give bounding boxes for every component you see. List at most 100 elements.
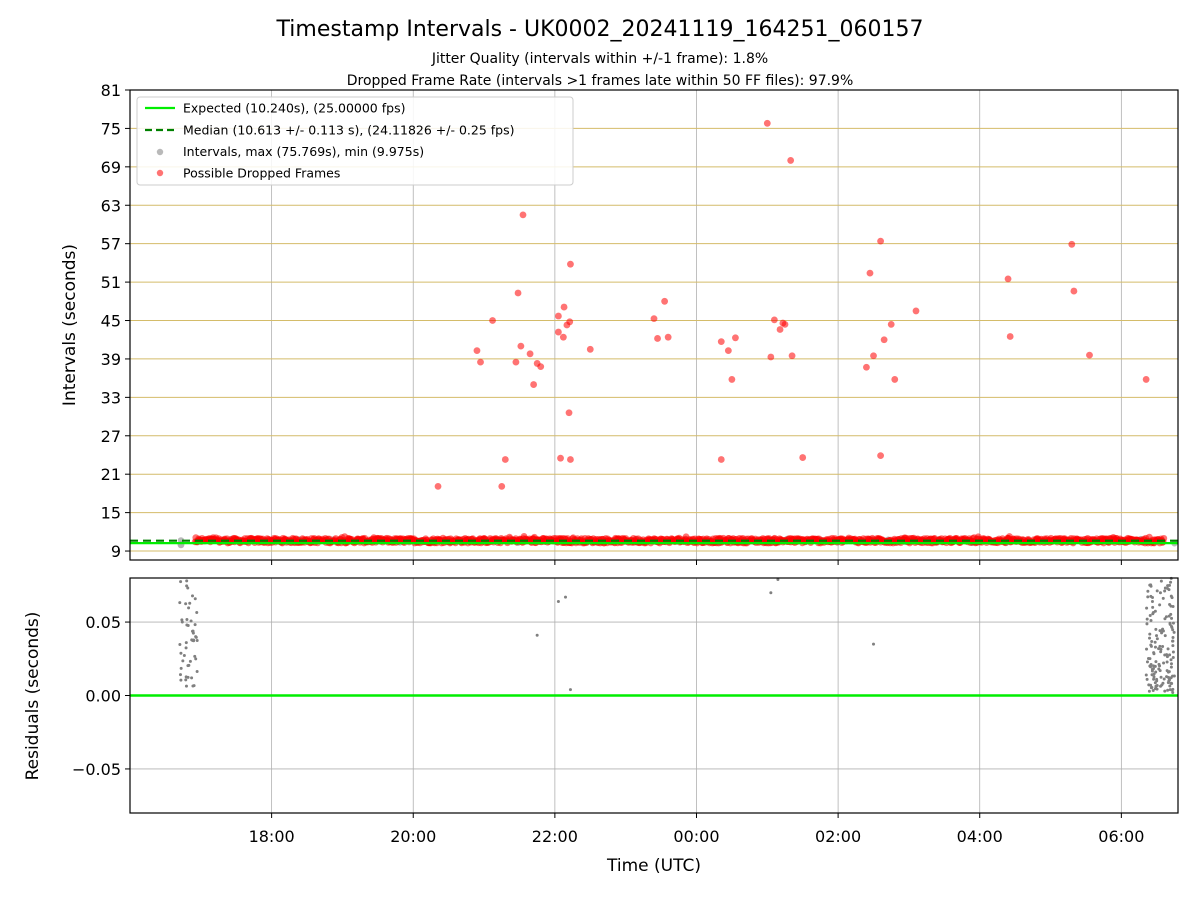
residual-point — [1159, 647, 1163, 651]
residual-point — [1161, 596, 1165, 600]
dropped-frame-point — [717, 338, 725, 346]
dropped-frame-point — [788, 352, 796, 360]
residual-point — [1161, 644, 1165, 648]
residual-point — [178, 673, 182, 677]
bottom-ytick-label-0: 0.00 — [85, 687, 121, 706]
residual-point — [1149, 686, 1153, 690]
residual-point — [194, 657, 198, 661]
dropped-frame-point — [732, 334, 739, 342]
residual-point — [1145, 617, 1149, 621]
dropped-frame-point — [912, 307, 920, 315]
dropped-frame-point — [724, 347, 732, 355]
residual-point — [187, 663, 191, 667]
legend-box — [136, 96, 574, 186]
residual-point — [1168, 621, 1172, 625]
top-panel-ylabel: Intervals (seconds) — [60, 244, 80, 406]
residual-point — [1152, 651, 1156, 655]
residual-point — [1155, 589, 1159, 593]
dropped-frame-point — [555, 312, 562, 320]
top-panel-y-ticks: 9 15 21 27 33 39 45 51 57 63 69 75 81 — [101, 81, 130, 561]
residual-point — [1168, 583, 1172, 587]
residual-point — [1157, 647, 1161, 651]
residual-point — [1167, 588, 1171, 592]
residual-point — [189, 619, 193, 623]
residual-point — [1171, 621, 1175, 625]
residual-point — [1169, 658, 1173, 662]
dropped-frame-point — [555, 328, 562, 336]
residual-point — [1157, 662, 1161, 666]
residual-point — [1171, 639, 1175, 643]
dropped-frame-point — [863, 363, 870, 371]
residual-point — [556, 600, 560, 603]
residual-point — [1152, 677, 1156, 681]
legend-entry-expected: Expected (10.240s), (25.00000 fps) — [183, 101, 405, 116]
residual-point — [1155, 634, 1159, 638]
residual-point — [1149, 584, 1153, 588]
dropped-frame-point — [776, 326, 784, 333]
dropped-frame-point — [799, 454, 807, 461]
residual-point — [1166, 647, 1170, 651]
residual-point — [179, 678, 183, 682]
residual-point — [193, 654, 197, 658]
bottom-xtick-label-00:00: 00:00 — [673, 827, 719, 846]
residual-point — [1163, 689, 1167, 693]
residual-point — [1171, 644, 1175, 648]
residual-point — [1172, 630, 1176, 634]
residual-point — [1171, 690, 1175, 694]
dropped-frame-point — [526, 350, 534, 358]
dropped-frame-point — [537, 363, 545, 371]
legend-entry-dropped: Possible Dropped Frames — [183, 166, 340, 181]
residual-point — [1163, 634, 1167, 638]
dropped-frame-point — [887, 320, 895, 328]
residual-point — [1165, 675, 1169, 679]
residual-point — [190, 594, 194, 598]
bottom-panel-xlabel: Time (UTC) — [606, 856, 701, 876]
legend-marker-dropped — [156, 169, 164, 177]
residual-point — [1165, 655, 1169, 659]
dropped-frame-point — [559, 333, 567, 341]
dropped-frame-point — [770, 316, 778, 324]
residual-point — [1146, 656, 1150, 660]
residual-point — [1167, 614, 1171, 618]
residual-point — [184, 646, 188, 650]
dropped-frame-point — [664, 333, 672, 341]
dropped-frame-point — [763, 119, 771, 127]
residual-point — [1170, 688, 1174, 692]
bottom-xtick-label-20:00: 20:00 — [390, 827, 436, 846]
dropped-frame-point — [557, 454, 564, 462]
residual-point — [1150, 640, 1154, 644]
residual-point — [1168, 653, 1172, 657]
residual-point — [1145, 660, 1149, 664]
residual-point — [1163, 589, 1167, 593]
dropped-frame-point — [654, 335, 661, 342]
residual-point — [1171, 650, 1175, 654]
chart-subtitle-jitter: Jitter Quality (intervals within +/-1 fr… — [431, 51, 768, 67]
residual-point — [1145, 622, 1149, 626]
dropped-frame-point — [517, 342, 525, 350]
residual-point — [1152, 664, 1156, 668]
residual-point — [188, 659, 192, 663]
residual-point — [1169, 665, 1173, 669]
residual-point — [191, 684, 195, 688]
dropped-frame-point — [567, 456, 574, 463]
residual-point — [1157, 667, 1161, 671]
residual-point — [1169, 662, 1173, 666]
dropped-frame-point — [866, 269, 874, 277]
bottom-panel-x-ticks: 18:00 20:00 22:00 00:00 02:00 04:00 06:00 — [249, 813, 1144, 846]
dropped-frame-point — [1004, 275, 1012, 283]
dropped-frame-point — [514, 289, 522, 297]
dropped-frame-point — [1006, 333, 1014, 340]
residual-point — [1151, 611, 1155, 615]
top-panel-frame — [129, 89, 1179, 561]
residual-point — [1148, 636, 1152, 640]
top-ytick-label-51: 51 — [101, 273, 121, 292]
residual-point — [1162, 661, 1166, 665]
residual-point — [1154, 660, 1158, 664]
bottom-xtick-label-02:00: 02:00 — [815, 827, 861, 846]
residual-point — [1159, 579, 1163, 583]
residual-point — [1155, 687, 1159, 691]
dropped-frame-point — [717, 456, 725, 463]
residual-point — [185, 579, 189, 583]
